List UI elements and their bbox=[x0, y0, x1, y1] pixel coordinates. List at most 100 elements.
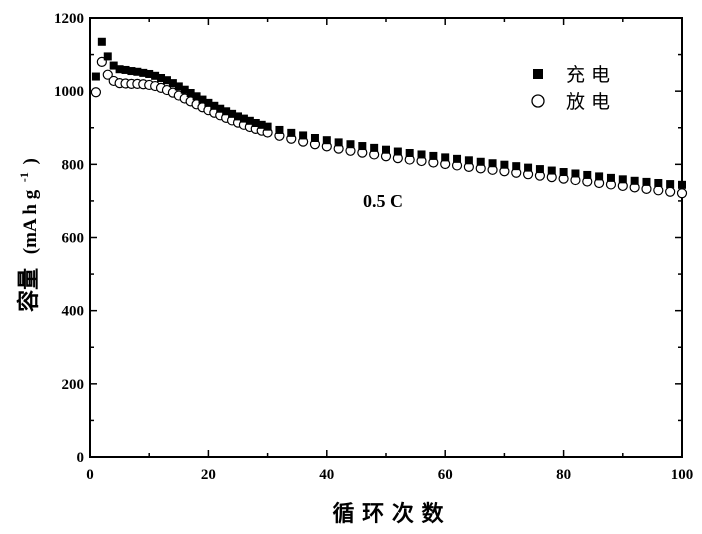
discharge-point bbox=[676, 188, 688, 199]
charge-point bbox=[245, 116, 254, 125]
legend-label: 放 电 bbox=[566, 91, 610, 113]
charge-point bbox=[535, 165, 544, 174]
charge-point bbox=[583, 170, 592, 179]
charge-point bbox=[417, 150, 426, 159]
charge-point bbox=[606, 173, 615, 182]
y-tick-label: 1200 bbox=[54, 11, 84, 27]
charge-point bbox=[322, 136, 331, 145]
charge-point bbox=[346, 140, 355, 149]
charge-point bbox=[618, 175, 627, 184]
charge-point bbox=[358, 142, 367, 151]
charge-point bbox=[239, 114, 248, 123]
charge-point bbox=[133, 67, 142, 76]
series-charge bbox=[91, 37, 686, 189]
charge-point bbox=[91, 72, 100, 81]
charge-point bbox=[157, 73, 166, 82]
x-tick-label: 40 bbox=[319, 467, 334, 483]
charge-point bbox=[216, 104, 225, 113]
charge-point bbox=[630, 176, 639, 185]
legend-marker-square bbox=[533, 69, 543, 79]
charge-point bbox=[139, 68, 148, 77]
charge-point bbox=[121, 65, 130, 74]
charge-point bbox=[103, 52, 112, 61]
charge-point bbox=[429, 151, 438, 160]
legend: 充 电放 电 bbox=[531, 64, 610, 113]
charge-point bbox=[127, 67, 136, 76]
charge-point bbox=[654, 178, 663, 187]
charge-point bbox=[251, 118, 260, 127]
x-axis-title: 循 环 次 数 bbox=[333, 501, 445, 527]
charge-point bbox=[524, 163, 533, 172]
charge-point bbox=[299, 131, 308, 140]
y-tick-label: 400 bbox=[62, 304, 85, 320]
y-axis-title-unit: (mA h g bbox=[20, 189, 41, 254]
discharge-point bbox=[102, 69, 113, 80]
charge-point bbox=[441, 153, 450, 162]
y-tick-label: 800 bbox=[62, 157, 85, 173]
y-axis-title-close: ) bbox=[20, 158, 41, 164]
charge-point bbox=[488, 159, 497, 168]
x-tick-label: 20 bbox=[201, 467, 216, 483]
y-tick-label: 0 bbox=[77, 450, 85, 466]
data-series bbox=[90, 37, 688, 199]
charge-point bbox=[287, 128, 296, 137]
annotation-rate: 0.5 C bbox=[363, 191, 403, 211]
charge-point bbox=[228, 109, 237, 118]
charge-point bbox=[310, 133, 319, 142]
charge-point bbox=[571, 169, 580, 178]
y-tick-label: 1000 bbox=[54, 84, 84, 100]
charge-point bbox=[145, 69, 154, 78]
charge-point bbox=[257, 120, 266, 129]
charge-point bbox=[210, 101, 219, 110]
charge-point bbox=[186, 88, 195, 97]
x-tick-label: 0 bbox=[86, 467, 94, 483]
charge-point bbox=[382, 145, 390, 154]
charge-point bbox=[678, 180, 686, 189]
charge-point bbox=[109, 61, 118, 70]
y-axis-title-superscript: -1 bbox=[17, 172, 31, 182]
discharge-point bbox=[90, 87, 102, 98]
discharge-point bbox=[665, 186, 676, 197]
charge-point bbox=[666, 180, 675, 189]
charge-point bbox=[204, 98, 213, 107]
charge-point bbox=[174, 82, 183, 91]
charge-point bbox=[180, 85, 189, 94]
charge-point bbox=[263, 122, 272, 131]
charge-point bbox=[151, 71, 160, 80]
charge-point bbox=[500, 160, 509, 169]
x-tick-label: 60 bbox=[438, 467, 453, 483]
charge-point bbox=[595, 172, 604, 181]
discharge-point bbox=[653, 185, 664, 196]
legend-label: 充 电 bbox=[566, 64, 610, 86]
charge-point bbox=[275, 125, 284, 134]
charge-point bbox=[453, 154, 462, 163]
charge-point bbox=[370, 143, 379, 152]
legend-marker-circle bbox=[531, 94, 545, 108]
charge-point bbox=[192, 92, 201, 101]
y-axis-title-main: 容量 bbox=[16, 268, 42, 312]
charge-point bbox=[222, 107, 231, 116]
charge-point bbox=[512, 162, 521, 171]
axis-ticks bbox=[89, 17, 683, 458]
charge-point bbox=[476, 157, 485, 166]
charge-point bbox=[642, 177, 651, 186]
y-tick-label: 200 bbox=[62, 377, 85, 393]
charge-point bbox=[97, 37, 106, 46]
charge-point bbox=[405, 148, 414, 157]
charge-point bbox=[334, 138, 343, 147]
charge-point bbox=[198, 95, 207, 104]
charge-point bbox=[464, 156, 473, 165]
charge-point bbox=[168, 79, 177, 88]
x-tick-label: 80 bbox=[556, 467, 571, 483]
y-axis-title: 容量 (mA h g -1 ) bbox=[8, 158, 42, 312]
charge-point bbox=[547, 166, 556, 175]
y-tick-label: 600 bbox=[62, 231, 85, 247]
charge-point bbox=[162, 76, 171, 85]
charge-point bbox=[115, 65, 124, 74]
charge-point bbox=[393, 147, 402, 156]
x-tick-label: 100 bbox=[671, 467, 694, 483]
charge-point bbox=[234, 112, 242, 121]
charge-point bbox=[559, 168, 568, 177]
